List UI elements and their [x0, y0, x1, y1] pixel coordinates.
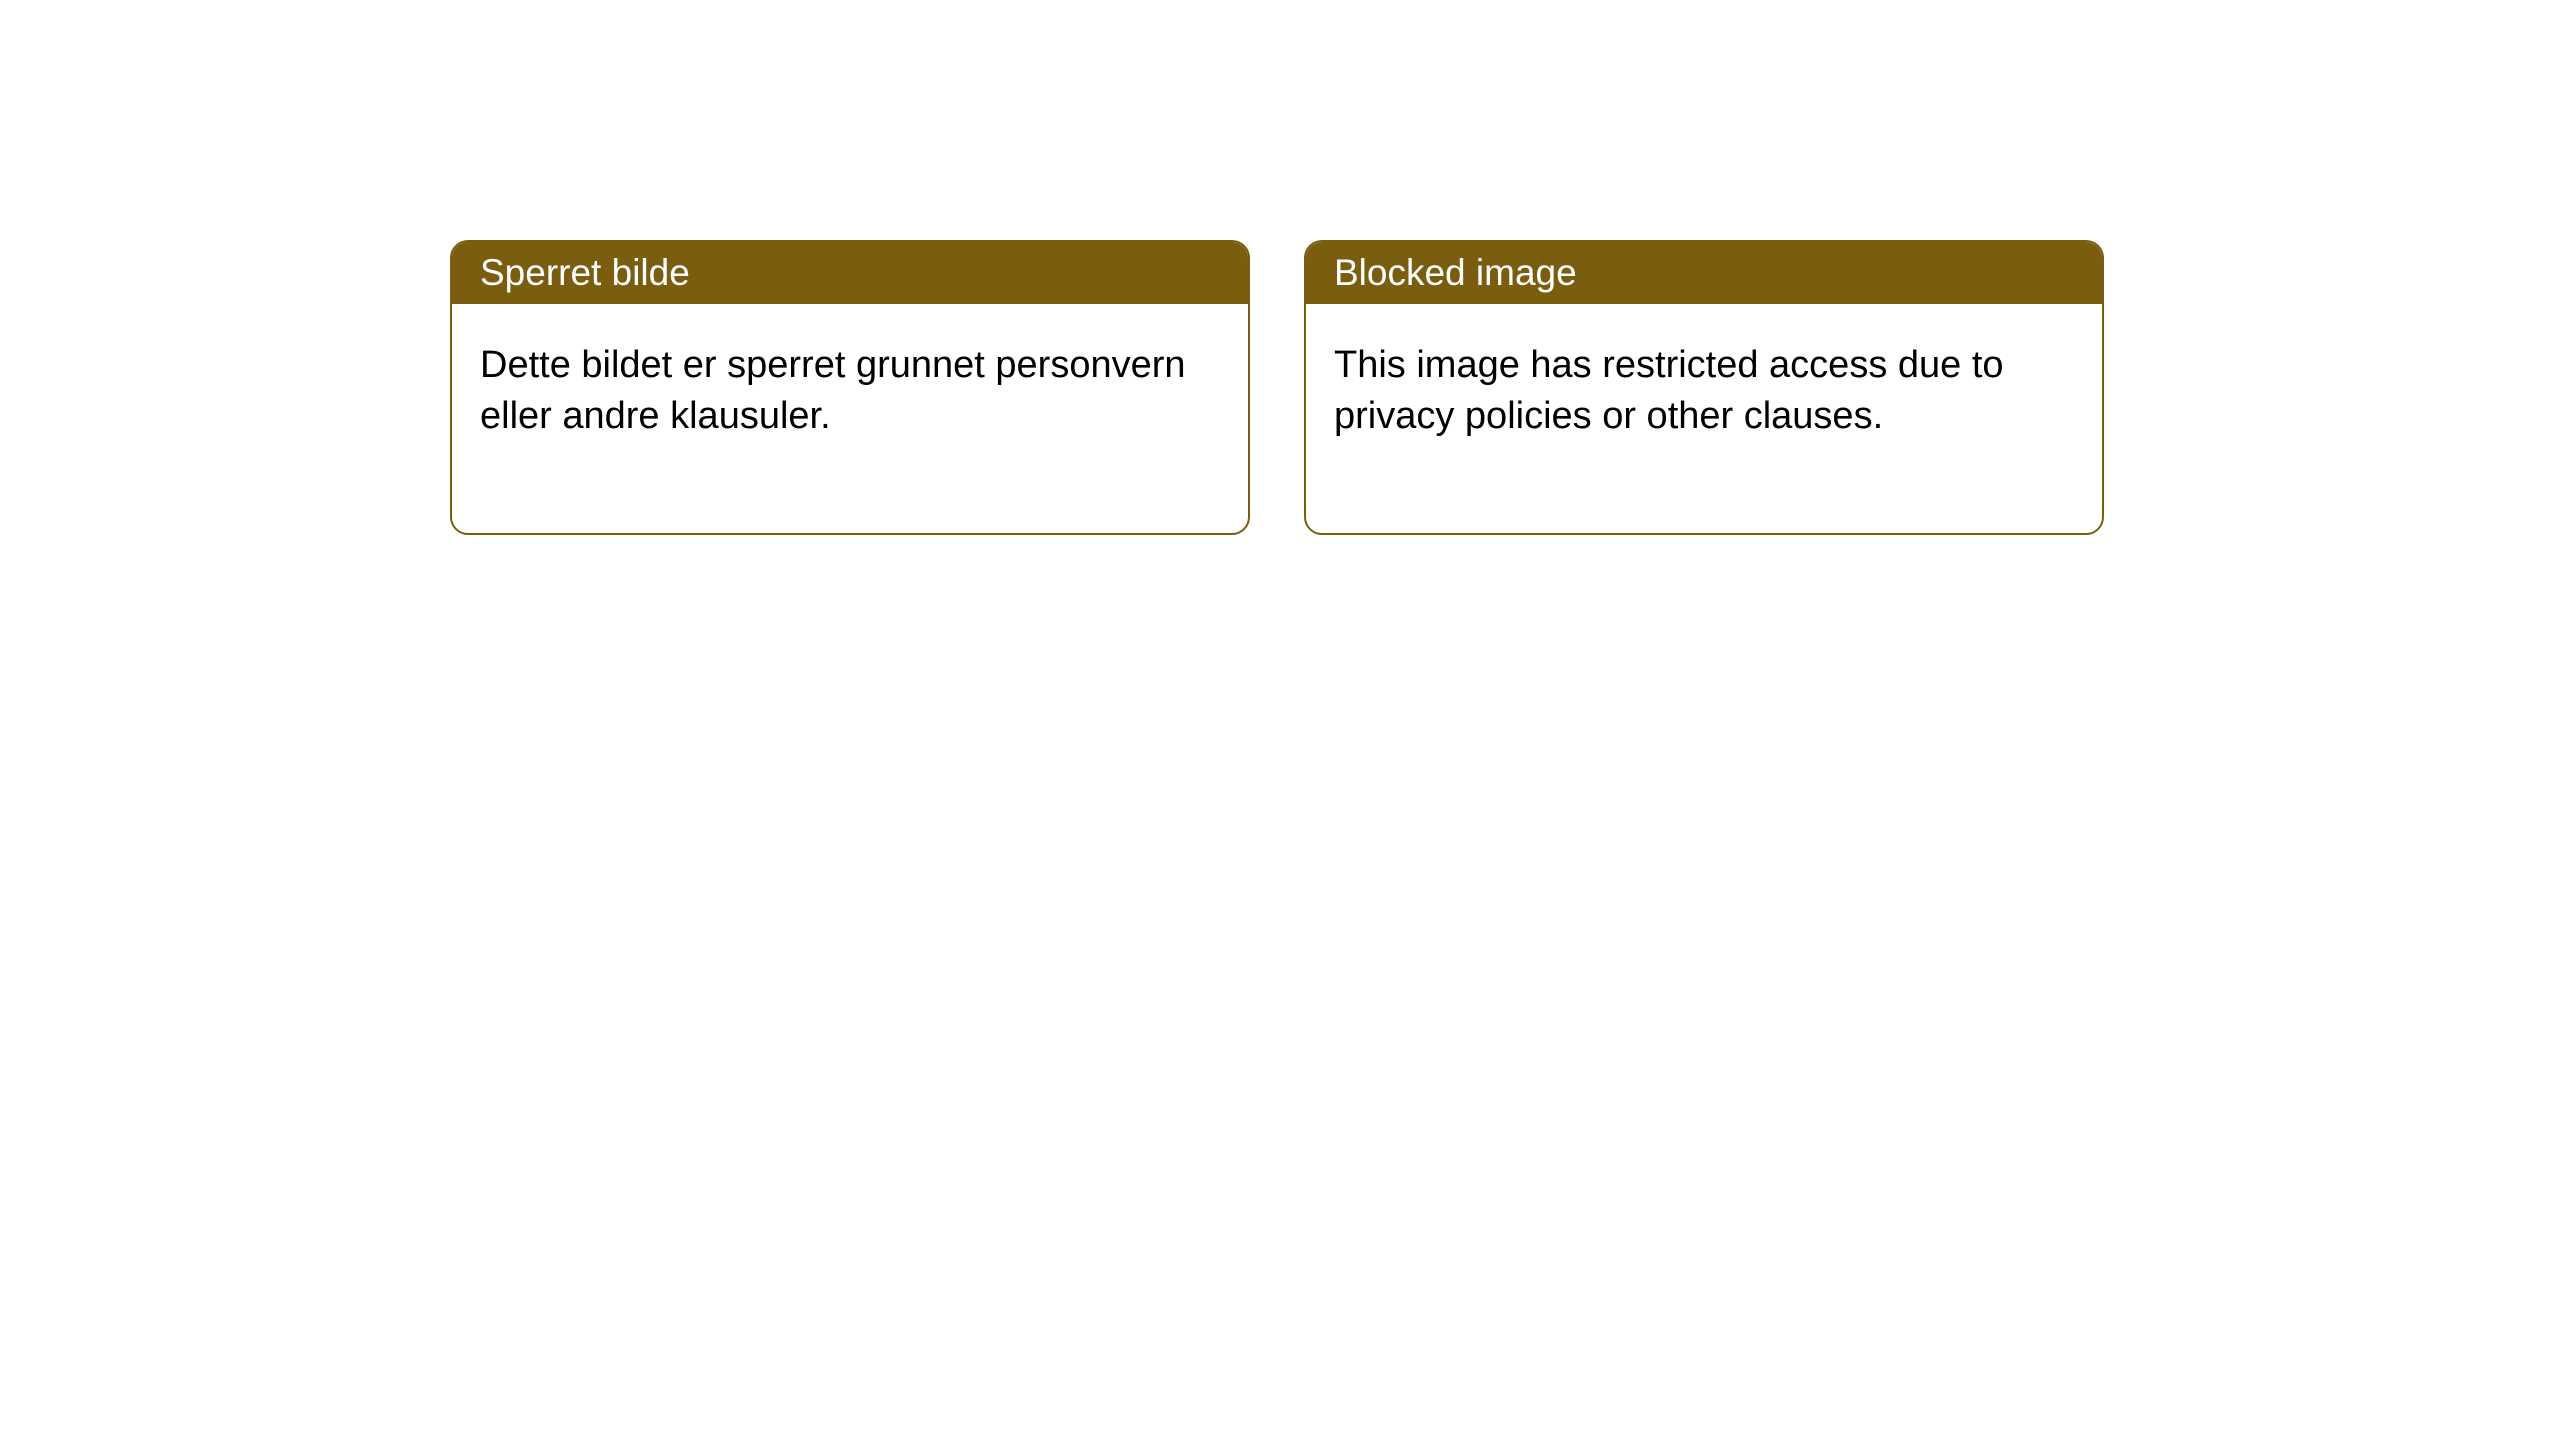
- card-body: Dette bildet er sperret grunnet personve…: [452, 304, 1248, 533]
- card-message: This image has restricted access due to …: [1334, 344, 2004, 437]
- card-title: Blocked image: [1334, 252, 1577, 293]
- notice-card-english: Blocked image This image has restricted …: [1304, 240, 2104, 535]
- card-header: Sperret bilde: [452, 242, 1248, 304]
- card-header: Blocked image: [1306, 242, 2102, 304]
- card-message: Dette bildet er sperret grunnet personve…: [480, 344, 1186, 437]
- notice-card-norwegian: Sperret bilde Dette bildet er sperret gr…: [450, 240, 1250, 535]
- card-body: This image has restricted access due to …: [1306, 304, 2102, 533]
- card-title: Sperret bilde: [480, 252, 690, 293]
- notice-cards-container: Sperret bilde Dette bildet er sperret gr…: [450, 240, 2104, 535]
